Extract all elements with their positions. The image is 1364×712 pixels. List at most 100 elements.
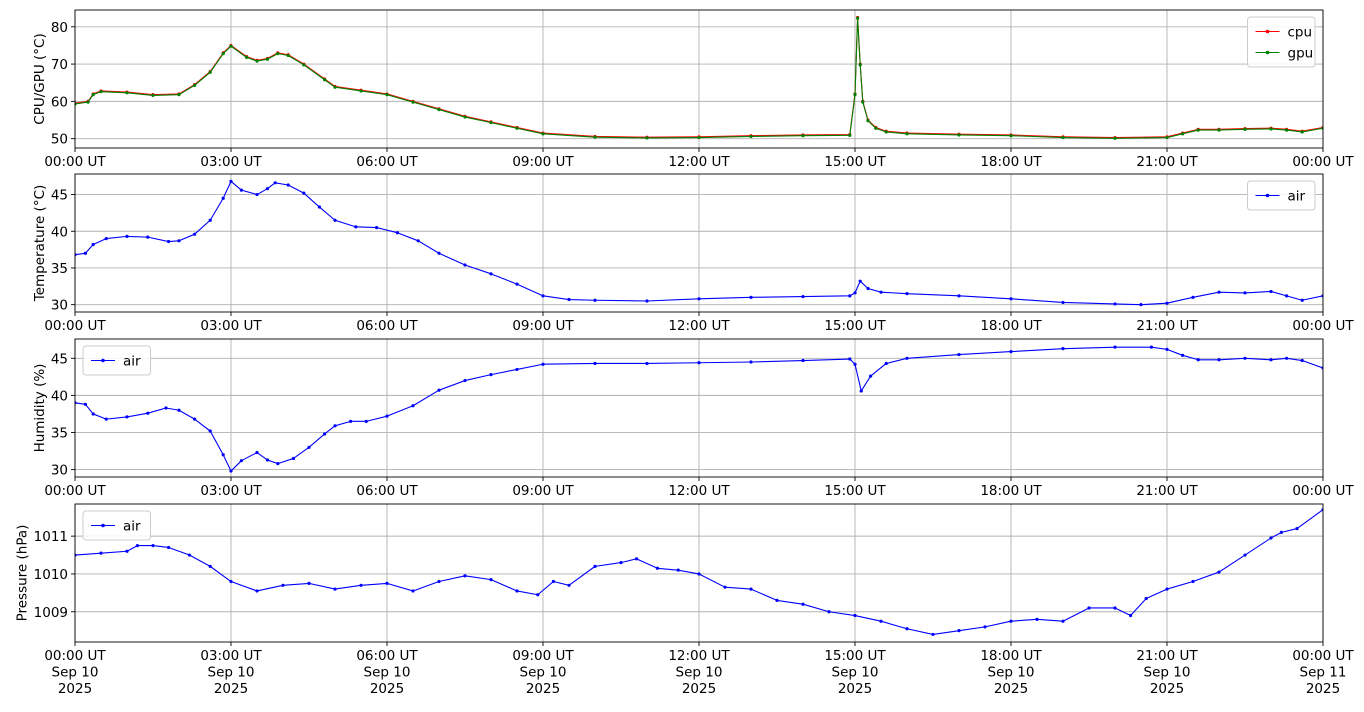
data-point — [879, 619, 883, 623]
data-point — [354, 225, 358, 229]
series-air — [75, 345, 1323, 473]
data-point — [276, 462, 280, 466]
x-tick-label: 18:00 UT — [980, 483, 1042, 499]
data-point — [489, 578, 493, 582]
data-point — [1139, 303, 1143, 307]
x-tick-label: 03:00 UT — [200, 154, 262, 170]
y-axis-label: Temperature (°C) — [32, 185, 48, 303]
data-point — [874, 126, 878, 130]
data-point — [957, 629, 961, 633]
data-point — [245, 55, 249, 59]
data-point — [193, 417, 197, 421]
legend-label: air — [123, 519, 141, 535]
chart-panel-4: 00:00 UT Sep 10 2025 03:00 UT Sep 10 2025 06:0… — [15, 503, 1354, 697]
x-tick-label: 12:00 UT Sep 10 2025 — [668, 648, 730, 697]
y-tick-label: 70 — [51, 57, 68, 73]
data-point — [229, 179, 233, 183]
x-tick-label: 12:00 UT — [668, 483, 730, 499]
x-tick-label: 12:00 UT — [668, 318, 730, 334]
data-point — [167, 545, 171, 550]
x-tick-label: 00:00 UT — [44, 483, 106, 499]
data-point — [273, 181, 277, 185]
data-point — [749, 587, 753, 591]
data-point — [265, 187, 269, 191]
x-tick-label: 00:00 UT — [1292, 318, 1354, 334]
data-point — [1144, 596, 1148, 601]
data-point — [593, 298, 597, 302]
legend: air — [1247, 180, 1316, 211]
data-point — [416, 239, 420, 243]
data-point — [1061, 300, 1065, 305]
data-point — [645, 136, 649, 140]
series-air — [75, 508, 1323, 637]
data-point — [411, 589, 415, 593]
data-point — [749, 134, 753, 139]
data-point — [286, 53, 290, 58]
data-point — [775, 598, 779, 603]
data-point — [1217, 128, 1221, 132]
data-point — [905, 292, 909, 296]
data-point — [385, 93, 389, 97]
data-point — [1269, 127, 1273, 131]
data-point — [1165, 587, 1169, 591]
data-point — [221, 196, 225, 200]
data-point — [567, 297, 571, 302]
x-tick-label: 00:00 UT — [44, 318, 106, 334]
data-point — [1009, 350, 1013, 354]
data-point — [645, 299, 649, 303]
data-point — [364, 419, 368, 423]
data-point — [853, 93, 857, 97]
data-point — [1191, 579, 1195, 584]
legend-label: air — [1288, 189, 1306, 205]
data-point — [515, 126, 519, 130]
x-tick-label: 03:00 UT — [200, 483, 262, 499]
data-point — [567, 583, 571, 587]
data-point — [239, 188, 243, 192]
data-point — [905, 356, 909, 360]
data-point — [208, 564, 212, 568]
data-point — [229, 44, 233, 48]
y-tick-label: 45 — [51, 188, 68, 204]
chart-panel-2: 00:00 UT 03:00 UT 06:00 UT 09:00 UT 12:00 UT… — [32, 173, 1354, 334]
data-point — [255, 192, 259, 197]
legend-swatch-marker — [1265, 193, 1270, 198]
x-tick-label: 00:00 UT Sep 11 2025 — [1292, 648, 1354, 697]
data-point — [177, 93, 181, 97]
data-point — [265, 458, 269, 462]
data-point — [723, 585, 727, 589]
series-line-gpu — [75, 17, 1323, 139]
data-point — [333, 587, 337, 591]
data-point — [286, 183, 290, 187]
data-point — [905, 132, 909, 136]
data-point — [208, 429, 212, 433]
data-point — [125, 549, 129, 553]
data-point — [208, 70, 212, 74]
data-point — [229, 469, 233, 473]
legend-box — [82, 345, 151, 376]
data-point — [749, 360, 753, 364]
series-air — [75, 179, 1323, 307]
x-tick-label: 09:00 UT — [512, 154, 574, 170]
data-point — [99, 90, 103, 94]
data-point — [333, 85, 337, 89]
x-tick-label: 18:00 UT Sep 10 2025 — [980, 648, 1042, 697]
x-tick-label: 03:00 UT — [200, 318, 262, 334]
x-tick-label: 03:00 UT Sep 10 2025 — [200, 648, 262, 697]
data-point — [801, 134, 805, 138]
data-point — [884, 361, 888, 366]
data-point — [853, 291, 857, 295]
x-tick-label: 06:00 UT Sep 10 2025 — [356, 648, 418, 697]
data-point — [1113, 302, 1117, 306]
data-point — [83, 402, 87, 406]
data-point — [1196, 358, 1200, 362]
data-point — [884, 130, 888, 134]
data-point — [1191, 295, 1195, 299]
data-point — [931, 632, 935, 637]
data-point — [1196, 128, 1200, 132]
data-point — [593, 361, 597, 366]
data-point — [395, 231, 399, 235]
data-point — [385, 581, 389, 586]
data-point — [1149, 345, 1153, 349]
data-point — [853, 362, 857, 366]
data-point — [239, 459, 243, 463]
